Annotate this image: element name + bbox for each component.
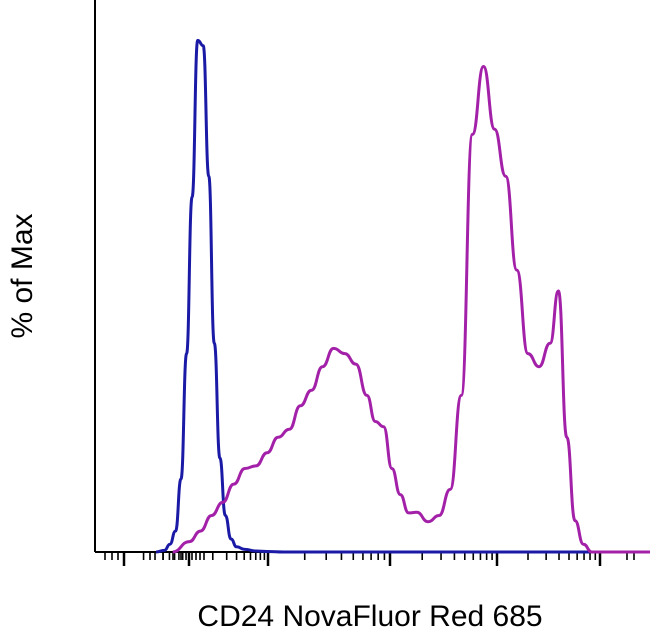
- series-layer: [156, 38, 650, 554]
- plot-frame: [94, 0, 650, 553]
- x-axis-ticks: [104, 552, 635, 566]
- x-axis-label: CD24 NovaFluor Red 685: [197, 600, 542, 633]
- histogram-series-2: [172, 65, 650, 554]
- y-axis-label: % of Max: [6, 213, 39, 338]
- histogram-series-1: [156, 38, 650, 554]
